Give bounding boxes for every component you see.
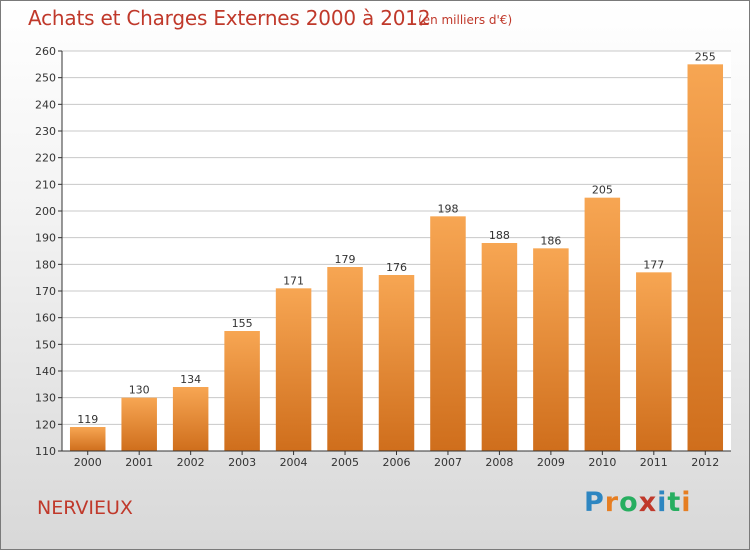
logo-letter: x bbox=[638, 487, 658, 518]
y-tick-label: 140 bbox=[35, 365, 56, 378]
data-label: 176 bbox=[386, 261, 407, 274]
y-tick-label: 170 bbox=[35, 285, 56, 298]
logo-letter: i bbox=[657, 487, 668, 518]
x-tick-label: 2007 bbox=[434, 456, 462, 469]
logo-letter: r bbox=[604, 487, 620, 518]
y-tick-label: 150 bbox=[35, 338, 56, 351]
x-tick-label: 2009 bbox=[537, 456, 565, 469]
data-label: 205 bbox=[592, 184, 613, 197]
x-tick-label: 2005 bbox=[331, 456, 359, 469]
bar bbox=[327, 267, 363, 451]
x-tick-label: 2008 bbox=[485, 456, 513, 469]
bar bbox=[481, 243, 518, 451]
y-tick-label: 230 bbox=[35, 125, 56, 138]
x-tick-label: 2012 bbox=[691, 456, 719, 469]
bar bbox=[172, 387, 209, 451]
data-label: 119 bbox=[77, 413, 98, 426]
y-tick-label: 160 bbox=[35, 312, 56, 325]
bar bbox=[121, 397, 157, 451]
logo-letter: o bbox=[619, 487, 639, 518]
bar bbox=[687, 64, 724, 452]
x-tick-label: 2000 bbox=[74, 456, 102, 469]
y-tick-label: 110 bbox=[35, 445, 56, 458]
bar bbox=[275, 288, 312, 451]
logo-letter: t bbox=[667, 487, 682, 518]
y-tick-label: 200 bbox=[35, 205, 56, 218]
bar bbox=[636, 272, 672, 451]
y-tick-label: 240 bbox=[35, 98, 56, 111]
x-tick-label: 2002 bbox=[177, 456, 205, 469]
data-label: 155 bbox=[232, 317, 253, 330]
y-tick-label: 190 bbox=[35, 232, 56, 245]
x-tick-label: 2006 bbox=[383, 456, 411, 469]
data-label: 134 bbox=[180, 373, 201, 386]
chart-subtitle: (en milliers d'€) bbox=[418, 13, 513, 27]
y-tick-label: 250 bbox=[35, 72, 56, 85]
commune-name: NERVIEUX bbox=[37, 497, 133, 519]
x-tick-label: 2004 bbox=[280, 456, 308, 469]
y-tick-label: 260 bbox=[35, 45, 56, 58]
data-label: 255 bbox=[695, 50, 716, 63]
bar bbox=[430, 216, 466, 451]
x-tick-label: 2003 bbox=[228, 456, 256, 469]
proxiti-logo: Proxiti bbox=[584, 487, 692, 518]
axes bbox=[58, 50, 731, 455]
labels: 110 120 130 140 150 160 170 180 190 200 210 220 230 2… bbox=[35, 45, 719, 469]
data-label: 130 bbox=[129, 384, 150, 397]
bar bbox=[378, 275, 415, 451]
data-label: 186 bbox=[540, 234, 561, 247]
data-label: 177 bbox=[643, 258, 664, 271]
y-tick-label: 130 bbox=[35, 392, 56, 405]
data-label: 198 bbox=[437, 202, 458, 215]
data-label: 179 bbox=[335, 253, 356, 266]
bar bbox=[69, 427, 106, 451]
y-tick-label: 210 bbox=[35, 178, 56, 191]
bar bbox=[224, 331, 260, 451]
y-tick-label: 180 bbox=[35, 258, 56, 271]
logo-letter: P bbox=[584, 487, 605, 518]
bar bbox=[533, 248, 569, 451]
bar bbox=[584, 197, 621, 451]
data-label: 188 bbox=[489, 229, 510, 242]
y-tick-label: 120 bbox=[35, 418, 56, 431]
x-tick-label: 2010 bbox=[588, 456, 616, 469]
bars bbox=[69, 64, 724, 452]
x-tick-label: 2001 bbox=[125, 456, 153, 469]
data-label: 171 bbox=[283, 274, 304, 287]
logo-letter: i bbox=[681, 487, 692, 518]
y-tick-label: 220 bbox=[35, 152, 56, 165]
chart-title: Achats et Charges Externes 2000 à 2012 bbox=[28, 6, 431, 30]
x-tick-label: 2011 bbox=[640, 456, 668, 469]
